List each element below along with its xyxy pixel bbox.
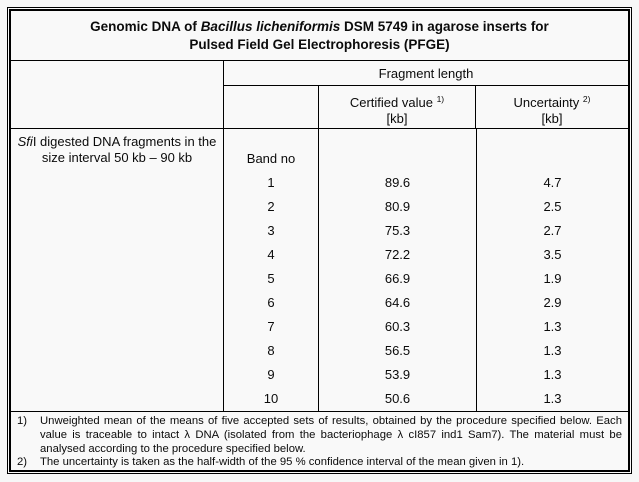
footnote-1-text: Unweighted mean of the means of five acc… [40,415,622,455]
certified-value: 80.9 [384,199,411,215]
uncertainty-unit: [kb] [541,111,563,127]
certified-value: 66.9 [384,271,411,287]
footnote-2: 2) The uncertainty is taken as the half-… [15,456,622,470]
certified-value: 50.6 [384,391,411,407]
band-number: 3 [267,223,275,239]
uncertainty-column: 4.7 2.5 2.7 3.5 1.9 2.9 1.3 1.3 1.3 1.3 [476,129,628,412]
certified-value-label-line: Certified value 1) [319,91,475,111]
table-outer-frame: Genomic DNA of Bacillus licheniformis DS… [7,7,632,474]
header-fragment-length: Fragment length [224,61,628,87]
table-body: SfiI digested DNA fragments in the size … [11,128,628,412]
footnote-2-text: The uncertainty is taken as the half-wid… [40,456,525,469]
band-number: 5 [267,271,275,287]
header-subrow: Certified value 1) [kb] Uncertainty 2) [… [224,86,628,129]
uncertainty-column-spacer [477,129,628,171]
uncertainty-value: 1.3 [543,343,562,359]
band-number: 6 [267,295,275,311]
uncertainty-value: 3.5 [543,247,562,263]
title-line-1: Genomic DNA of Bacillus licheniformis DS… [11,18,628,36]
certified-value-unit: [kb] [386,111,408,127]
header-band-spacer-cell [224,86,318,128]
certified-value: 53.9 [384,367,411,383]
band-number: 10 [263,391,279,407]
certified-value: 64.6 [384,295,411,311]
uncertainty-value: 1.3 [543,319,562,335]
header-empty-cell [11,61,223,128]
band-no-label: Band no [246,151,296,167]
uncertainty-value: 4.7 [543,175,562,191]
table-body-data: Band no 1 2 3 4 5 6 7 8 9 10 89. [223,129,628,412]
band-number-column: Band no 1 2 3 4 5 6 7 8 9 10 [224,129,318,411]
uncertainty-value: 1.9 [543,271,562,287]
enzyme-name: Sfi [17,134,33,150]
uncertainty-value: 1.3 [543,391,562,407]
header-uncertainty: Uncertainty 2) [kb] [475,86,628,129]
certified-value: 56.5 [384,343,411,359]
title-line-2: Pulsed Field Gel Electrophoresis (PFGE) [189,37,450,52]
header-certified-value: Certified value 1) [kb] [318,86,475,129]
band-number: 2 [267,199,275,215]
footnote-2-marker: 2) [17,456,28,469]
uncertainty-label-line: Uncertainty 2) [476,91,628,111]
uncertainty-value: 2.9 [543,295,562,311]
band-number: 1 [267,175,275,191]
footnotes-section: 1) Unweighted mean of the means of five … [11,411,628,470]
certified-value-footnote-ref: 1) [436,94,445,105]
certified-value: 72.2 [384,247,411,263]
band-number: 7 [267,319,275,335]
uncertainty-value: 2.7 [543,223,562,239]
sample-description-text: I digested DNA fragments in the size int… [32,134,217,166]
sample-description: SfiI digested DNA fragments in the size … [11,129,223,411]
certified-value: 89.6 [384,175,411,191]
certified-value: 60.3 [384,319,411,335]
band-number: 8 [267,343,275,359]
uncertainty-footnote-ref: 2) [582,94,591,105]
table-inner-frame: Genomic DNA of Bacillus licheniformis DS… [9,9,630,472]
certified-value-column: 89.6 80.9 75.3 72.2 66.9 64.6 60.3 56.5 … [318,129,476,412]
title-line1-prefix: Genomic DNA of [90,19,201,34]
certified-column-spacer [319,129,476,171]
certified-value: 75.3 [384,223,411,239]
uncertainty-value: 1.3 [543,367,562,383]
table-header: Fragment length Certified value 1) [kb] … [11,61,628,129]
title-species-name: Bacillus licheniformis [200,19,341,34]
table-title: Genomic DNA of Bacillus licheniformis DS… [11,11,628,62]
band-number: 4 [267,247,275,263]
band-number: 9 [267,367,275,383]
title-line1-suffix: DSM 5749 in agarose inserts for [340,19,549,34]
certified-value-label: Certified value [349,95,433,111]
uncertainty-value: 2.5 [543,199,562,215]
footnote-1-marker: 1) [17,415,28,428]
header-fragment-length-group: Fragment length Certified value 1) [kb] … [223,61,628,129]
uncertainty-label: Uncertainty [513,95,580,111]
footnote-1: 1) Unweighted mean of the means of five … [15,415,622,456]
